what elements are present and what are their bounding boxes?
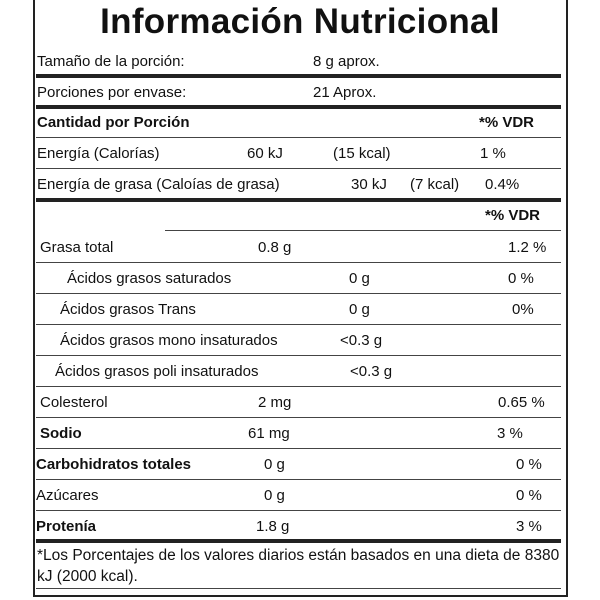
nutrient-amount: 0 g — [264, 487, 285, 504]
nutrient-label: Carbohidratos totales — [36, 456, 192, 473]
divider — [36, 105, 561, 109]
divider — [36, 137, 561, 138]
nutrient-vdr: 0 % — [516, 487, 542, 504]
nutrient-amount: <0.3 g — [340, 332, 383, 349]
nutrient-amount: 0.8 g — [258, 239, 292, 256]
nutrient-label: Ácidos grasos Trans — [60, 301, 196, 318]
nutrient-label: Sodio — [40, 425, 82, 442]
divider — [36, 355, 561, 356]
label-title: Información Nutricional — [100, 2, 500, 41]
fat-energy-kj: 30 kJ — [351, 176, 387, 193]
divider — [36, 293, 561, 294]
energy-label: Energía (Calorías) — [37, 145, 160, 162]
nutrient-vdr: 0.65 % — [498, 394, 545, 411]
energy-kj: 60 kJ — [247, 145, 283, 162]
nutrient-vdr: 0 % — [516, 456, 542, 473]
nutrient-amount: <0.3 g — [350, 363, 393, 380]
fat-energy-kcal: (7 kcal) — [410, 176, 460, 193]
nutrient-amount: 0 g — [264, 456, 285, 473]
nutrient-amount: 2 mg — [258, 394, 292, 411]
vdr-header: *% VDR — [485, 207, 541, 224]
nutrient-label: Colesterol — [40, 394, 108, 411]
servings-value: 21 Aprox. — [313, 84, 377, 101]
nutrient-label: Ácidos grasos poli insaturados — [55, 363, 259, 380]
divider — [36, 417, 561, 418]
fat-energy-vdr: 0.4% — [485, 176, 520, 193]
servings-label: Porciones por envase: — [37, 84, 187, 101]
divider — [36, 168, 561, 169]
divider — [36, 479, 561, 480]
nutrient-label: Protenía — [36, 518, 97, 535]
divider — [36, 74, 561, 78]
divider — [165, 230, 561, 231]
nutrient-vdr: 3 % — [497, 425, 523, 442]
nutrient-vdr: 0 % — [508, 270, 534, 287]
energy-vdr: 1 % — [480, 145, 506, 162]
divider — [36, 588, 561, 589]
footnote: *Los Porcentajes de los valores diarios … — [37, 547, 560, 585]
nutrient-amount: 1.8 g — [256, 518, 290, 535]
nutrient-amount: 0 g — [349, 270, 370, 287]
serving-size-value: 8 g aprox. — [313, 53, 380, 70]
nutrient-amount: 61 mg — [248, 425, 290, 442]
nutrient-vdr: 0% — [512, 301, 534, 318]
fat-energy-label: Energía de grasa (Caloías de grasa) — [37, 176, 280, 193]
divider — [36, 510, 561, 511]
serving-size-label: Tamaño de la porción: — [37, 53, 185, 70]
amount-header: Cantidad por Porción — [37, 114, 190, 131]
nutrient-label: Grasa total — [40, 239, 114, 256]
nutrient-label: Ácidos grasos saturados — [67, 270, 232, 287]
nutrient-vdr: 3 % — [516, 518, 542, 535]
nutrient-amount: 0 g — [349, 301, 370, 318]
divider — [36, 539, 561, 543]
nutrient-label: Azúcares — [36, 487, 99, 504]
energy-kcal: (15 kcal) — [333, 145, 391, 162]
divider — [36, 198, 561, 202]
divider — [36, 324, 561, 325]
nutrient-vdr: 1.2 % — [508, 239, 547, 256]
divider — [36, 448, 561, 449]
divider — [36, 262, 561, 263]
nutrient-label: Ácidos grasos mono insaturados — [60, 332, 278, 349]
amount-vdr-header: *% VDR — [479, 114, 535, 131]
divider — [36, 386, 561, 387]
label-frame — [33, 0, 568, 597]
